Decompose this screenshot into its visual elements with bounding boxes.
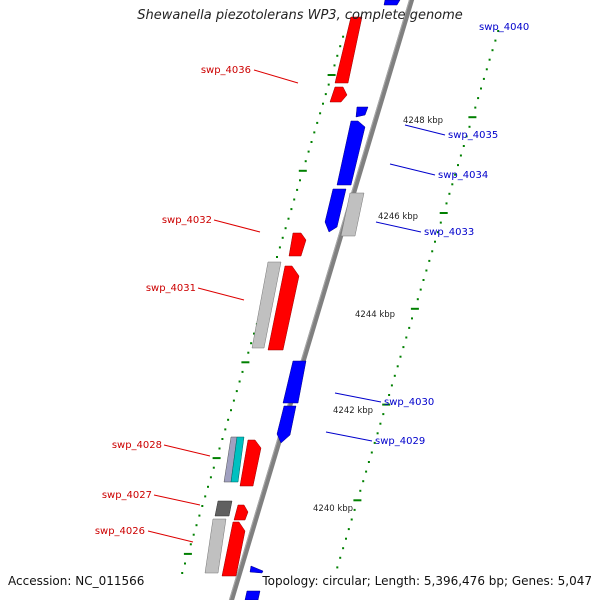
leader-line-swp_4032: [213, 219, 261, 233]
gene-feature-swp_4036: [334, 16, 363, 84]
gene-label-swp_4034: swp_4034: [438, 170, 488, 181]
leader-line-swp_4035: [404, 124, 446, 136]
gene-feature-swp_4040: [383, 0, 401, 6]
gene-label-swp_4029: swp_4029: [375, 436, 425, 447]
leader-line-swp_4034: [389, 163, 436, 176]
gene-feature-grey-4031a: [251, 261, 282, 349]
scale-label-4244: 4244 kbp: [355, 310, 395, 320]
gene-feature-swp_4027: [214, 500, 233, 517]
gene-feature-swp_4029: [276, 405, 297, 444]
scale-label-4242: 4242 kbp: [333, 406, 373, 416]
gene-feature-fwd-small: [329, 86, 348, 103]
leader-line-swp_4033: [375, 221, 422, 233]
gene-feature-swp_4031: [267, 265, 300, 351]
leader-line-swp_4036: [253, 69, 299, 84]
gene-feature-cyan-4028: [230, 436, 245, 483]
gene-label-swp_4027: swp_4027: [102, 490, 152, 501]
genome-summary-text: Topology: circular; Length: 5,396,476 bp…: [262, 574, 592, 588]
gene-label-swp_4030: swp_4030: [384, 397, 434, 408]
gene-feature-fwd-4026b: [221, 521, 246, 577]
leader-line-swp_4031: [197, 287, 245, 301]
gene-feature-swp_4033: [340, 192, 365, 237]
gene-feature-swp_4035: [324, 188, 347, 233]
map-title: Shewanella piezotolerans WP3, complete g…: [137, 8, 463, 23]
gene-label-swp_4035: swp_4035: [448, 130, 498, 141]
gene-feature-swp_4026: [204, 518, 227, 574]
gene-label-swp_4028: swp_4028: [112, 440, 162, 451]
gene-feature-rev-bottom-a: [249, 565, 264, 574]
leader-line-swp_4026: [147, 530, 194, 543]
genome-backbone-highlight: [227, 0, 411, 605]
gene-feature-swp_4034: [336, 120, 366, 186]
genome-backbone: [227, 0, 415, 605]
leader-line-swp_4028: [163, 444, 211, 457]
leader-line-swp_4030: [334, 392, 382, 403]
gene-label-swp_4040: swp_4040: [479, 22, 529, 33]
gene-label-swp_4032: swp_4032: [162, 215, 212, 226]
scale-label-4240: 4240 kbp: [313, 504, 353, 514]
leader-line-swp_4027: [153, 494, 201, 506]
gene-feature-rev-bottom-b: [244, 590, 261, 601]
accession-text: Accession: NC_011566: [8, 574, 145, 588]
scale-label-4248: 4248 kbp: [403, 116, 443, 126]
scale-label-4246: 4246 kbp: [378, 212, 418, 222]
gene-label-swp_4026: swp_4026: [95, 526, 145, 537]
leader-line-swp_4029: [325, 431, 373, 442]
gene-feature-fwd-4027b: [233, 504, 249, 521]
gene-label-swp_4036: swp_4036: [201, 65, 251, 76]
gene-feature-rev-small: [355, 106, 369, 118]
gene-label-swp_4031: swp_4031: [146, 283, 196, 294]
gene-feature-swp_4032: [288, 232, 307, 257]
tick-marks: [181, 30, 500, 574]
gene-label-swp_4033: swp_4033: [424, 227, 474, 238]
gene-feature-swp_4030: [282, 360, 307, 404]
gene-feature-swp_4028: [239, 439, 262, 487]
